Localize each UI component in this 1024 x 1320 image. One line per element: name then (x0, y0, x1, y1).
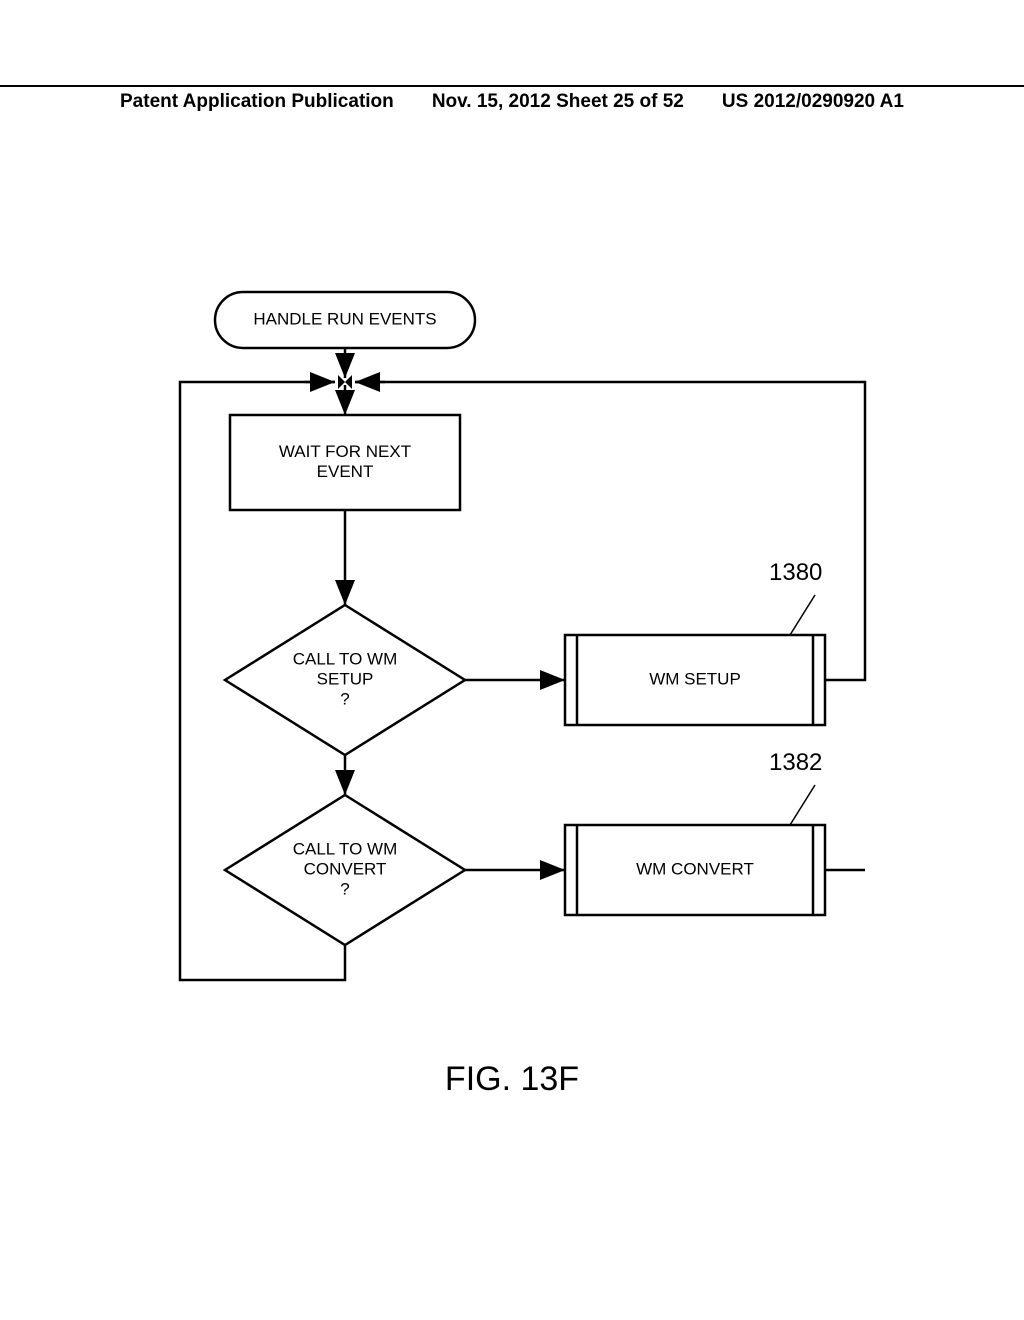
svg-text:WM CONVERT: WM CONVERT (636, 859, 754, 878)
svg-text:?: ? (340, 689, 349, 708)
header-right: US 2012/0290920 A1 (722, 91, 904, 113)
flowchart-svg: HANDLE RUN EVENTS WAIT FOR NEXTEVENT CALL … (135, 280, 895, 1050)
svg-text:CONVERT: CONVERT (304, 859, 387, 878)
svg-text:?: ? (340, 879, 349, 898)
svg-text:CALL TO WM: CALL TO WM (293, 839, 398, 858)
svg-text:WM SETUP: WM SETUP (649, 669, 741, 688)
svg-text:EVENT: EVENT (317, 462, 374, 481)
svg-text:WAIT FOR NEXT: WAIT FOR NEXT (279, 442, 411, 461)
page-header: Patent Application Publication Nov. 15, … (0, 85, 1024, 113)
svg-text:1382: 1382 (769, 749, 822, 776)
svg-text:SETUP: SETUP (317, 669, 374, 688)
flowchart-container: HANDLE RUN EVENTS WAIT FOR NEXTEVENT CALL … (135, 280, 895, 1050)
svg-text:CALL TO WM: CALL TO WM (293, 649, 398, 668)
header-center: Nov. 15, 2012 Sheet 25 of 52 (432, 91, 684, 113)
svg-text:1380: 1380 (769, 559, 822, 586)
header-left: Patent Application Publication (120, 91, 394, 113)
figure-label: FIG. 13F (0, 1060, 1024, 1099)
svg-text:HANDLE RUN EVENTS: HANDLE RUN EVENTS (253, 309, 436, 328)
